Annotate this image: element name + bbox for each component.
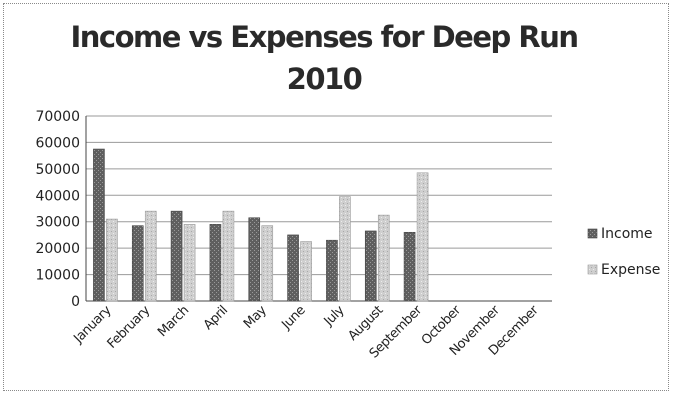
y-tick-label: 0 <box>71 294 80 310</box>
bar-income-july <box>326 239 338 302</box>
legend-label-expense: Expense <box>601 262 660 278</box>
bar-expense-september <box>416 172 429 302</box>
bar-income-january <box>93 148 105 302</box>
chart-frame: Income vs Expenses for Deep Run 2010 <box>3 3 669 391</box>
y-tick-label: 70000 <box>35 109 80 125</box>
y-tick-label: 60000 <box>35 135 80 151</box>
legend-swatch-income <box>587 228 598 239</box>
bar-income-august <box>364 230 377 302</box>
bar-expense-april <box>222 210 235 302</box>
legend-swatch-expense <box>587 264 598 275</box>
bar-income-september <box>403 231 416 302</box>
bar-income-may <box>248 217 261 302</box>
bar-expense-august <box>377 214 390 302</box>
y-tick-label: 40000 <box>35 188 80 204</box>
bar-expense-july <box>339 196 351 302</box>
x-tick-label: February <box>105 303 154 352</box>
bar-income-june <box>287 234 299 302</box>
x-tick-label: July <box>321 303 348 330</box>
bar-expense-march <box>183 224 196 302</box>
y-tick-label: 50000 <box>35 162 80 178</box>
bar-expense-february <box>144 210 157 302</box>
y-tick-label: 30000 <box>35 215 80 231</box>
bar-expense-january <box>106 218 118 302</box>
x-tick-label: June <box>278 303 308 333</box>
x-tick-label: May <box>241 303 270 332</box>
chart-title: Income vs Expenses for Deep Run 2010 <box>70 20 580 96</box>
bar-expense-june <box>300 241 312 302</box>
legend-label-income: Income <box>601 226 653 242</box>
bar-income-march <box>170 210 183 302</box>
x-tick-label: April <box>201 303 231 333</box>
bar-expense-may <box>261 225 274 302</box>
y-tick-label: 20000 <box>35 241 80 257</box>
y-tick-label: 10000 <box>35 268 80 284</box>
bar-income-february <box>131 225 144 302</box>
bar-income-april <box>209 224 222 302</box>
x-tick-label: March <box>155 303 192 340</box>
